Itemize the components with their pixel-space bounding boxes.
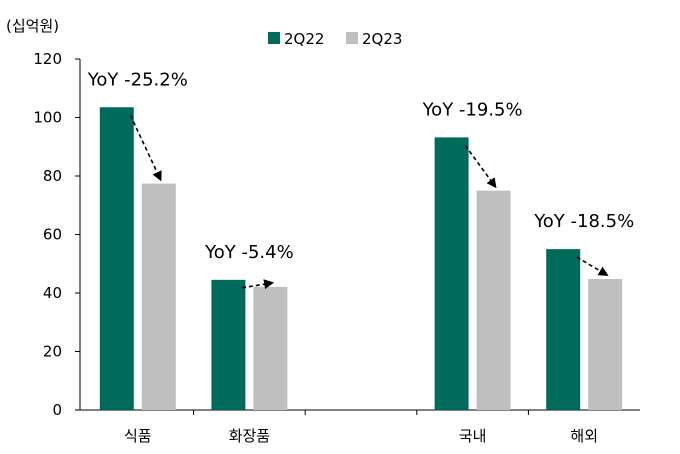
- bar-2q22: [211, 279, 246, 410]
- bar-2q23: [588, 278, 623, 410]
- yoy-arrow: [241, 279, 275, 290]
- yoy-label: YoY -25.2%: [87, 69, 188, 90]
- yoy-arrow: [576, 256, 609, 276]
- x-tick-label: 화장품: [229, 427, 270, 445]
- legend: 2Q22 2Q23: [268, 30, 402, 48]
- yoy-arrow: [464, 144, 497, 189]
- y-tick-label: 120: [33, 50, 62, 68]
- unit-label: (십억원): [6, 17, 59, 35]
- bar-2q22: [546, 249, 581, 410]
- x-tick-label: 식품: [124, 427, 152, 445]
- legend-swatch-2q23: [346, 32, 358, 44]
- yoy-label: YoY -19.5%: [422, 99, 523, 120]
- bar-2q22: [434, 137, 469, 410]
- yoy-arrow: [129, 114, 162, 182]
- axes: 0 20 40 60 80 100 120 식품 화장품 국내 해외: [33, 50, 640, 445]
- bar-2q23: [141, 183, 176, 410]
- legend-swatch-2q22: [268, 32, 280, 44]
- y-tick-label: 20: [43, 343, 62, 361]
- y-tick-label: 40: [43, 284, 62, 302]
- bar-2q23: [253, 286, 288, 410]
- x-tick-label: 해외: [570, 427, 598, 445]
- y-tick-label: 0: [52, 401, 62, 419]
- yoy-label: YoY -18.5%: [533, 211, 634, 232]
- annotations: YoY -25.2% YoY -5.4% YoY -19.5% YoY -18.5%: [87, 69, 634, 290]
- bar-2q22: [99, 107, 134, 410]
- legend-label-2q22: 2Q22: [284, 30, 324, 48]
- y-tick-label: 100: [33, 109, 62, 127]
- yoy-label: YoY -5.4%: [204, 242, 294, 263]
- bars: [99, 107, 623, 410]
- y-tick-label: 80: [43, 167, 62, 185]
- bar-2q23: [476, 190, 511, 410]
- x-tick-label: 국내: [459, 427, 487, 445]
- y-tick-label: 60: [43, 226, 62, 244]
- legend-label-2q23: 2Q23: [362, 30, 402, 48]
